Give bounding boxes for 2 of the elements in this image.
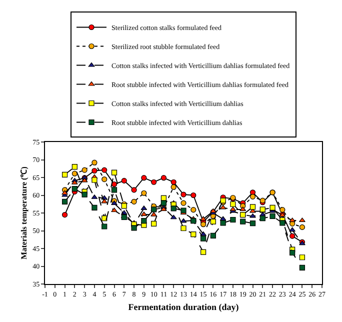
x-axis-title: Fermentation duration (day) [128,302,239,312]
y-axis-title: Materials temperature (℃) [19,166,28,260]
